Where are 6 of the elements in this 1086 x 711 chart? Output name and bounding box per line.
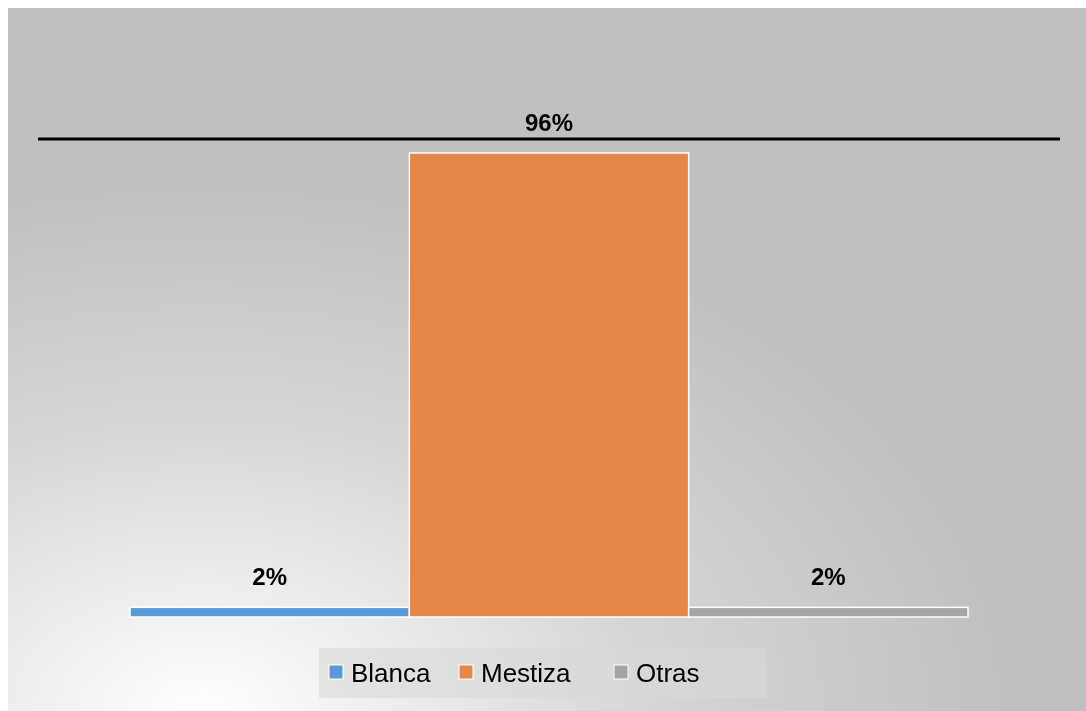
data-label: 2%	[252, 563, 288, 591]
data-label: 2%	[810, 563, 846, 591]
legend-label: Blanca	[351, 658, 432, 688]
legend-label: Otras	[636, 658, 700, 688]
data-label: 96%	[524, 109, 574, 136]
legend-label: Mestiza	[481, 658, 572, 688]
